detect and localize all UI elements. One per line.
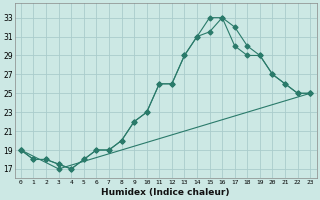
X-axis label: Humidex (Indice chaleur): Humidex (Indice chaleur) — [101, 188, 230, 197]
